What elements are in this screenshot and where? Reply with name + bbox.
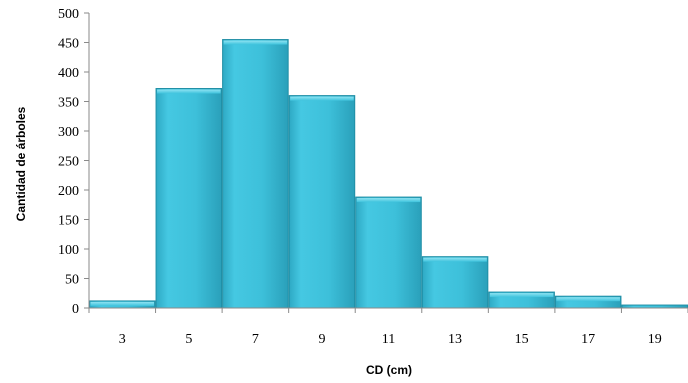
bar-body (421, 256, 489, 309)
x-tick-label: 7 (252, 332, 259, 347)
bar-body (222, 39, 289, 309)
x-tick-label: 17 (581, 332, 595, 347)
bar (155, 88, 223, 309)
y-tick-label: 300 (58, 125, 79, 140)
bar (488, 291, 555, 309)
bar-highlight (157, 89, 221, 94)
bars (89, 39, 688, 309)
bar-highlight (356, 198, 421, 203)
bar (222, 39, 289, 309)
y-tick-label: 350 (58, 96, 79, 111)
bar (421, 256, 489, 309)
x-axis-label: CD (cm) (366, 363, 412, 377)
y-tick-label: 250 (58, 155, 79, 170)
x-tick-label: 19 (648, 332, 662, 347)
x-tick-label: 11 (382, 332, 395, 347)
bar-highlight (90, 301, 155, 306)
bar-highlight (223, 40, 288, 45)
bar-body (288, 95, 356, 309)
bar-body (355, 196, 422, 309)
bar (355, 196, 422, 309)
bar (554, 295, 622, 309)
bar-highlight (423, 257, 487, 262)
y-tick-label: 150 (58, 214, 79, 229)
bar-highlight (489, 293, 554, 298)
y-tick-label: 100 (58, 243, 79, 258)
bar (288, 95, 356, 309)
x-tick-label: 5 (185, 332, 192, 347)
y-tick-label: 400 (58, 66, 79, 81)
y-axis-ticks: 0 50 100 150 200 250 300 350 400 450 500 (58, 7, 89, 317)
bar (89, 300, 156, 309)
y-axis-label: Cantidad de árboles (14, 106, 28, 221)
y-tick-label: 200 (58, 184, 79, 199)
x-tick-label: 15 (515, 332, 529, 347)
y-tick-label: 450 (58, 37, 79, 52)
x-tick-label: 3 (119, 332, 126, 347)
y-tick-label: 0 (72, 302, 79, 317)
y-tick-label: 500 (58, 7, 79, 22)
x-tick-label: 13 (448, 332, 462, 347)
x-axis-ticks: 3 5 7 9 11 13 15 17 19 (88, 308, 688, 347)
y-tick-label: 50 (65, 273, 79, 288)
x-tick-label: 9 (318, 332, 325, 347)
bar-highlight (290, 96, 354, 101)
bar-body (155, 88, 223, 309)
bar-highlight (556, 297, 620, 302)
